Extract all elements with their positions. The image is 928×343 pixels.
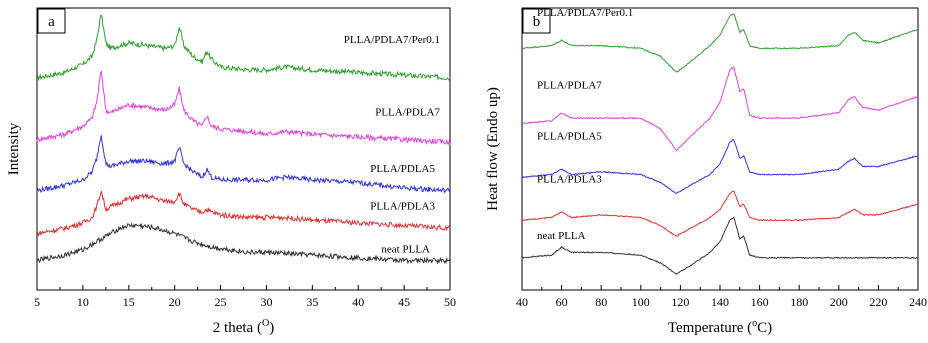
series-label-pdla5: PLLA/PDLA5 [537,131,602,143]
x-tick-label: 10 [77,295,89,309]
series-line-pdla7 [521,66,919,152]
series-label-neat: neat PLLA [381,243,430,255]
x-axis-label: 2 theta (O) [213,318,274,336]
x-tick-label: 15 [123,295,135,309]
series-line-pdla5 [36,135,451,194]
series-label-per: PLLA/PDLA7/Per0.1 [537,7,633,19]
x-tick-label: 35 [306,295,318,309]
series-label-pdla7: PLLA/PDLA7 [537,80,602,92]
x-tick-label: 45 [398,295,410,309]
y-axis-label: Intensity [6,122,22,175]
series-label-pdla3: PLLA/PDLA3 [370,200,435,212]
series-line-pdla3 [36,190,451,237]
series-label-pdla7: PLLA/PDLA7 [375,106,440,118]
x-tick-label: 220 [869,295,887,309]
series-line-per [521,13,919,73]
x-tick-label: 25 [215,295,227,309]
series-line-pdla3 [521,190,919,237]
plot-frame [521,7,919,291]
x-tick-label: 30 [260,295,272,309]
panel-a: 5 10 15 20 25 30 35 40 45 50 2 theta (O) Intensity a… [6,7,456,336]
series-label-per: PLLA/PDLA7/Per0.1 [344,34,440,46]
y-axis-label: Heat flow (Endo up) [485,87,501,211]
x-tick-label: 40 [516,295,528,309]
x-tick-label: 60 [556,295,568,309]
x-tick-label: 80 [595,295,607,309]
series-line-pdla7 [36,70,451,146]
x-tick-label: 160 [751,295,769,309]
series-line-neat [521,216,919,275]
x-tick-label: 50 [444,295,456,309]
x-tick-label: 40 [352,295,364,309]
panel-b: 40 60 80 100 120 140 160 180 200 220 240 Temperatur… [485,7,927,336]
x-tick-label: 180 [790,295,808,309]
x-tick-label: 240 [909,295,927,309]
x-tick-label: 5 [34,295,40,309]
panel-label-box [522,8,551,34]
series-line-neat [36,222,451,265]
panel-label: a [48,14,55,30]
x-tick-label: 200 [830,295,848,309]
x-tick-label: 120 [671,295,689,309]
x-axis-label: Temperature (oC) [668,318,772,336]
series-label-neat: neat PLLA [537,230,586,242]
x-tick-label: 140 [711,295,729,309]
x-tick-label: 100 [632,295,650,309]
series-line-pdla5 [521,139,919,194]
panel-label: b [533,14,541,30]
series-label-pdla5: PLLA/PDLA5 [370,163,435,175]
series-label-pdla3: PLLA/PDLA3 [537,174,602,186]
panel-label-box [37,8,66,34]
x-tick-label: 20 [169,295,181,309]
series-line-per [36,14,451,82]
